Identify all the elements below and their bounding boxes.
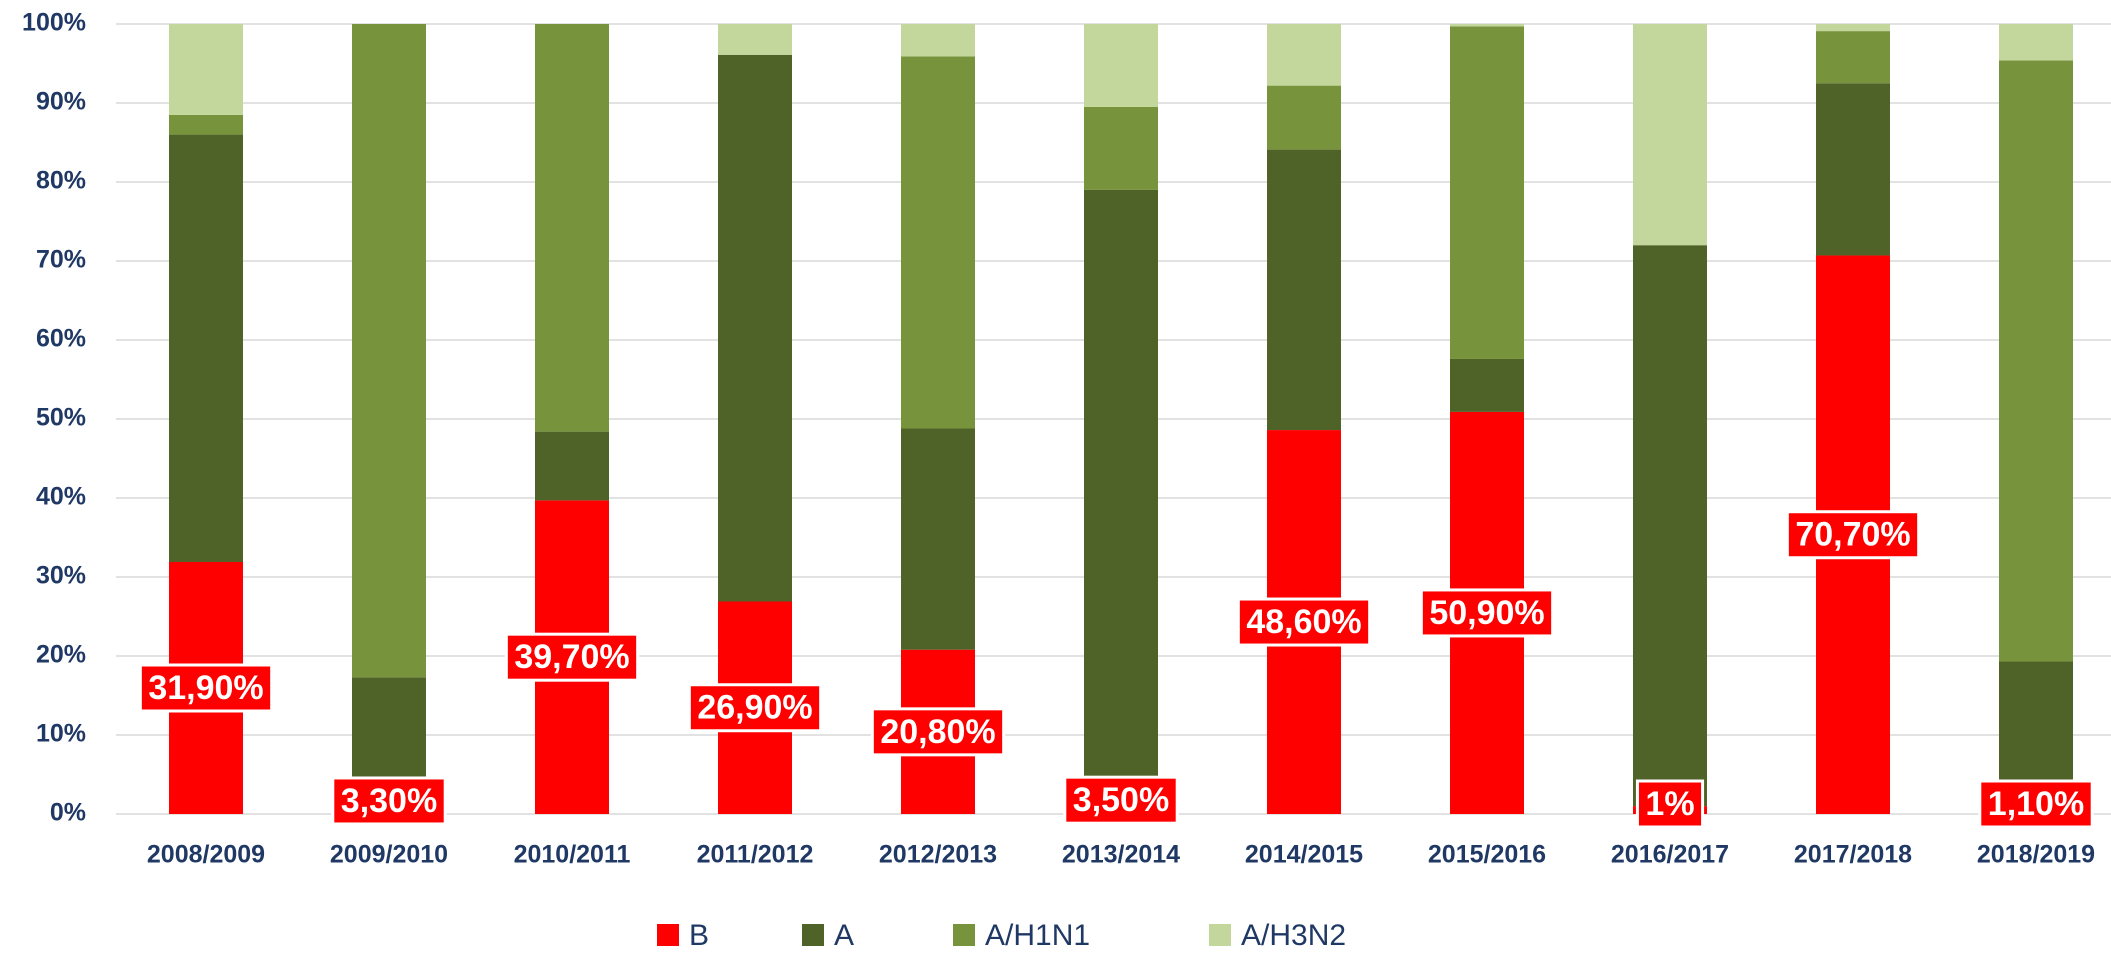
data-label-box	[1419, 588, 1555, 638]
bar-segment	[1084, 189, 1158, 787]
bar-segment	[169, 114, 243, 135]
data-label-box	[1635, 779, 1705, 829]
x-tick-label: 2008/2009	[147, 841, 265, 869]
data-label: 1,10%	[1988, 785, 2084, 823]
data-label: 39,70%	[514, 638, 629, 676]
data-label-box	[870, 707, 1006, 757]
x-tick-label: 2018/2019	[1977, 841, 2095, 869]
legend-label: B	[689, 919, 709, 952]
bar-segment	[718, 54, 792, 602]
data-label: 48,60%	[1246, 603, 1361, 641]
legend-marker	[657, 924, 679, 946]
data-label-box	[687, 683, 823, 733]
data-label: 50,90%	[1429, 594, 1544, 632]
bar-segment	[1999, 60, 2073, 662]
bar-segment	[901, 24, 975, 57]
data-label: 3,50%	[1073, 781, 1169, 819]
bar-segment	[1267, 24, 1341, 86]
bar-segment	[169, 134, 243, 562]
legend-marker	[953, 924, 975, 946]
x-tick-label: 2012/2013	[879, 841, 997, 869]
y-tick-label: 70%	[36, 246, 86, 274]
bar-segment	[1084, 24, 1158, 107]
x-tick-label: 2011/2012	[697, 841, 814, 869]
data-label: 20,80%	[880, 713, 995, 751]
bar-segment	[1816, 24, 1890, 32]
x-tick-label: 2015/2016	[1428, 841, 1546, 869]
data-label-box	[1236, 597, 1372, 647]
data-label: 70,70%	[1795, 516, 1910, 554]
bar-segment	[901, 56, 975, 429]
y-tick-label: 90%	[36, 88, 86, 116]
bar-segment	[169, 24, 243, 115]
bar-segment	[1816, 31, 1890, 84]
bar-segment	[535, 431, 609, 501]
y-tick-label: 40%	[36, 483, 86, 511]
data-label-box	[504, 632, 640, 682]
data-label: 31,90%	[148, 669, 263, 707]
data-label: 3,30%	[341, 782, 437, 820]
y-tick-label: 50%	[36, 404, 86, 432]
data-label-box	[138, 663, 274, 713]
data-label: 1%	[1645, 785, 1694, 823]
y-tick-label: 80%	[36, 167, 86, 195]
y-tick-label: 30%	[36, 562, 86, 590]
bar-segment	[535, 24, 609, 432]
data-label-box	[1785, 510, 1921, 560]
bar-segment	[352, 24, 426, 678]
y-tick-label: 60%	[36, 325, 86, 353]
bar-segment	[1267, 149, 1341, 431]
bar-segment	[1267, 85, 1341, 150]
y-tick-label: 100%	[22, 9, 86, 37]
bar-segment	[352, 677, 426, 788]
legend-label: A/H3N2	[1241, 919, 1346, 952]
bar-segment	[1999, 24, 2073, 61]
bar-segment	[1633, 245, 1707, 807]
legend-label: A/H1N1	[985, 919, 1090, 952]
legend-marker	[802, 924, 824, 946]
bar-segment	[901, 428, 975, 650]
legend-label: A	[834, 919, 854, 952]
x-tick-label: 2013/2014	[1062, 841, 1180, 869]
data-label: 26,90%	[697, 689, 812, 727]
y-tick-label: 0%	[50, 799, 86, 827]
bar-segment	[1450, 26, 1524, 359]
legend-marker	[1209, 924, 1231, 946]
x-tick-label: 2010/2011	[514, 841, 631, 869]
bar-segment	[1450, 24, 1524, 27]
data-label-box	[1978, 779, 2094, 829]
bar-segment	[1450, 358, 1524, 412]
bar-segment	[718, 24, 792, 55]
bar-segment	[1084, 106, 1158, 190]
x-tick-label: 2017/2018	[1794, 841, 1912, 869]
bar-segment	[1633, 24, 1707, 246]
x-tick-label: 2009/2010	[330, 841, 448, 869]
bar-segment	[1816, 83, 1890, 256]
data-label-box	[331, 776, 447, 826]
data-label-box	[1063, 775, 1179, 825]
x-tick-label: 2016/2017	[1611, 841, 1729, 869]
y-tick-label: 10%	[36, 720, 86, 748]
y-tick-label: 20%	[36, 641, 86, 669]
x-tick-label: 2014/2015	[1245, 841, 1363, 869]
